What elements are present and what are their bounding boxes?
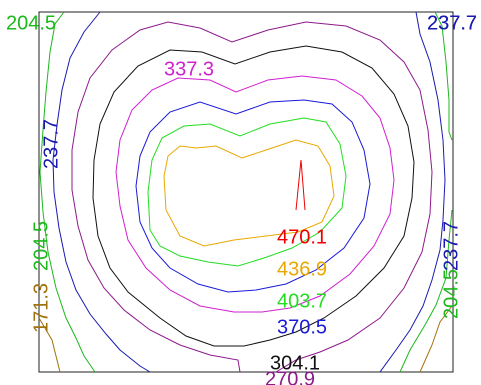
contour-label-237-7: 237.7 xyxy=(427,12,477,34)
contour-line-204-5-1 xyxy=(434,11,453,141)
contour-line-171-3-1 xyxy=(419,305,453,373)
contour-labels: 204.5 237.7237.7337.3237.7204.5171.3237.7… xyxy=(6,12,477,385)
contour-label-337-3: 337.3 xyxy=(164,58,214,80)
contour-line-171-3-0 xyxy=(38,317,61,373)
contour-label-436-9: 436.9 xyxy=(277,258,327,280)
contour-label-270-9: 270.9 xyxy=(265,368,315,385)
plot-frame xyxy=(38,11,454,373)
contour-label-370-5: 370.5 xyxy=(277,316,327,338)
contour-label-237-7: 237.7 xyxy=(440,221,462,271)
contour-line-304-1-0 xyxy=(92,45,415,347)
contour-line-403-7-0 xyxy=(147,117,347,267)
contour-line-204-5-2 xyxy=(399,209,453,373)
contour-label-470-1: 470.1 xyxy=(277,226,327,248)
contour-lines xyxy=(38,11,453,373)
contour-line-337-3-0 xyxy=(115,75,395,313)
contour-line-470-1-0 xyxy=(295,159,306,211)
contour-label-237-7: 237.7 xyxy=(40,119,62,169)
contour-line-270-9-0 xyxy=(71,21,433,373)
contour-line-237-7-0 xyxy=(52,11,151,373)
contour-line-204-5-0 xyxy=(39,11,96,373)
contour-label-403-7: 403.7 xyxy=(277,290,327,312)
contour-line-237-7-1 xyxy=(379,11,446,373)
contour-label-204-5: 204.5 xyxy=(30,221,52,271)
contour-label-304-1: 304.1 xyxy=(270,352,320,374)
contour-label-204-5: 204.5 xyxy=(6,12,56,34)
contour-label-204-5: 204.5 xyxy=(440,269,462,319)
contour-label-171-3: 171.3 xyxy=(30,283,52,333)
contour-label-237-7: 237.7 xyxy=(427,12,477,34)
contour-line-436-9-0 xyxy=(163,139,335,247)
contour-line-370-5-0 xyxy=(135,99,371,293)
